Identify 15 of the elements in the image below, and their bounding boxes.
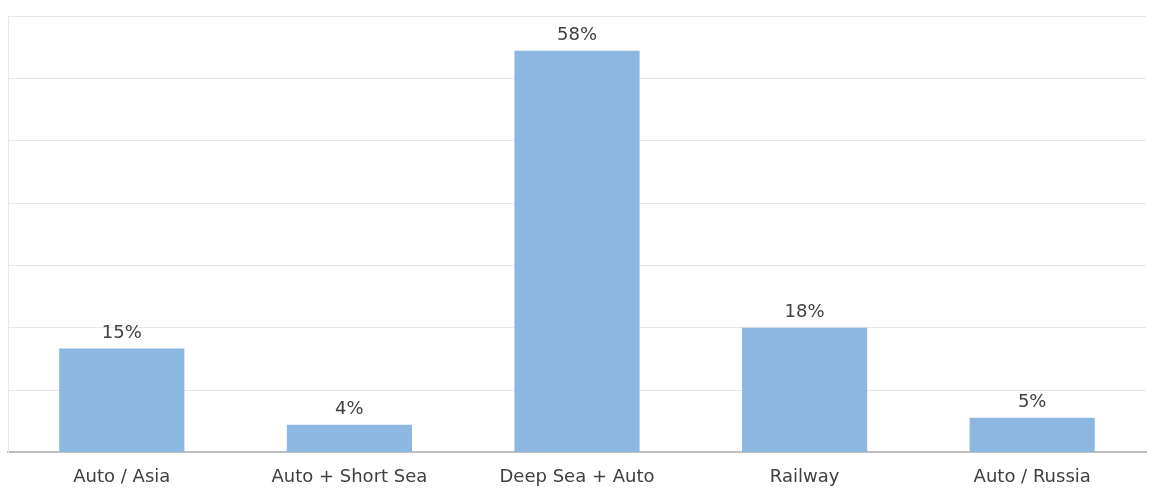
bar [969,417,1095,452]
x-tick-label: Deep Sea + Auto [499,464,655,486]
x-tick-label: Auto / Asia [73,464,171,486]
bar [514,50,640,452]
x-tick-label: Auto + Short Sea [271,464,428,486]
x-tick-label: Railway [769,464,840,486]
data-label: 5% [1017,390,1047,412]
data-label: 15% [101,321,142,343]
x-tick-label: Auto / Russia [973,464,1091,486]
data-label: 18% [784,300,825,322]
bar [59,348,185,452]
bar [286,424,412,452]
bar [742,327,868,452]
data-label: 58% [556,23,598,45]
data-label: 4% [335,397,364,419]
